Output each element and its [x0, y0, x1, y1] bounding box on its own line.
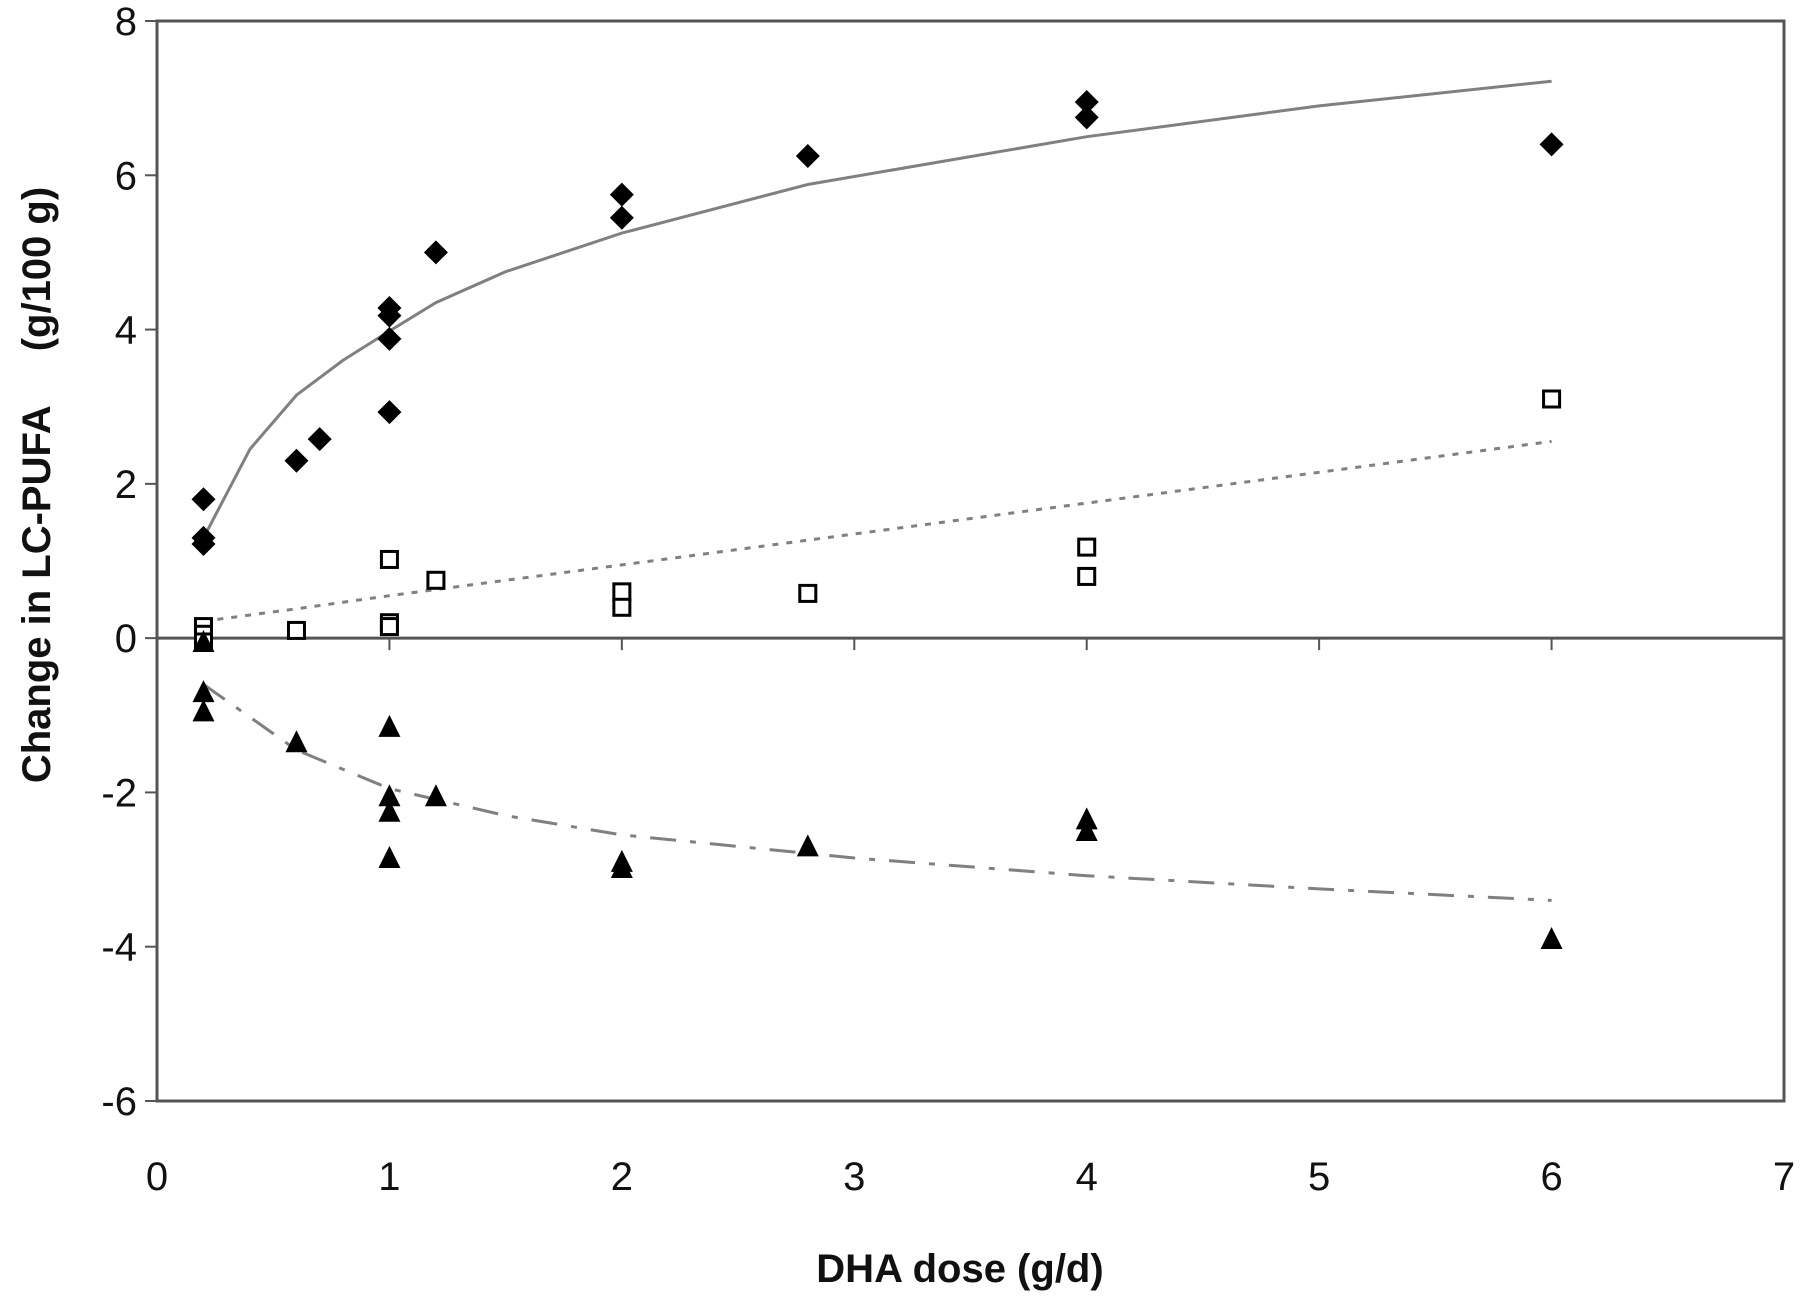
square-point: [379, 617, 399, 637]
x-tick-label: 1: [378, 1155, 400, 1199]
diamond-point: [609, 182, 634, 207]
x-tick-label: 0: [146, 1155, 168, 1199]
x-tick-label: 5: [1308, 1155, 1330, 1199]
diamond-point: [377, 400, 402, 425]
diamond-point: [377, 303, 402, 328]
triangle-point: [192, 699, 215, 722]
diamond-point: [191, 532, 216, 557]
square-point: [286, 620, 306, 640]
triangle-point: [378, 784, 401, 807]
y-tick-label: 8: [115, 0, 137, 44]
y-tick-label: -4: [101, 926, 137, 970]
triangle-point: [192, 680, 215, 703]
x-tick-label: 2: [611, 1155, 633, 1199]
triangle-point: [285, 730, 308, 753]
triangle-point: [610, 856, 633, 879]
y-tick-label: 2: [115, 463, 137, 507]
y-tick-label: 4: [115, 309, 137, 353]
triangle-point: [1075, 819, 1098, 841]
x-tick-label: 3: [843, 1155, 865, 1199]
square-point: [426, 570, 446, 590]
plot-border: [155, 19, 1786, 1103]
square-point: [1077, 537, 1097, 557]
diamond-point: [609, 205, 634, 230]
y-tick-label: -2: [101, 771, 137, 815]
x-axis-label: DHA dose (g/d): [816, 1247, 1103, 1291]
y-tick-label: 6: [115, 154, 137, 198]
square-point: [612, 597, 632, 617]
diamond-point: [377, 326, 402, 351]
x-tick-label: 6: [1540, 1155, 1562, 1199]
y-tick-label: 0: [115, 617, 137, 661]
diamond-point: [1074, 105, 1099, 130]
triangle-point: [378, 846, 401, 868]
diamond-point: [191, 487, 216, 512]
square-point: [1542, 389, 1562, 409]
x-tick-label: 7: [1773, 1155, 1795, 1199]
data-markers: [191, 90, 1564, 949]
triangle-point: [378, 799, 401, 822]
square-point: [379, 549, 399, 569]
diamond-point: [1074, 90, 1099, 114]
axis-ticks: 0 1 2 3 4 5 6 7 -6 -4 -2 0 2 4 6 8: [101, 0, 1795, 1199]
y-tick-label: -6: [101, 1080, 137, 1124]
diamond-point: [307, 427, 332, 452]
triangle-point: [796, 834, 819, 857]
triangle-point: [1075, 807, 1098, 830]
diamond-point: [423, 240, 448, 265]
triangle-point: [1540, 927, 1563, 949]
diamond-point: [1539, 132, 1564, 157]
diamond-point: [795, 144, 820, 168]
square-point: [798, 583, 818, 603]
triangle-point: [378, 714, 401, 737]
triangle-point: [192, 630, 215, 652]
trend-lines: [202, 79, 1552, 902]
triangle-point: [424, 784, 447, 807]
diamond-point: [284, 448, 309, 473]
series-triangle-trend-line: [202, 683, 1552, 902]
y-axis-label: Change in LC-PUFA (g/100 g): [15, 187, 59, 783]
series-diamond-trend-line: [202, 79, 1552, 539]
plot-area: [155, 19, 1786, 1103]
series-square-trend-line: [203, 439, 1552, 623]
square-point: [612, 582, 632, 602]
x-tick-label: 4: [1076, 1155, 1098, 1199]
square-point: [1077, 566, 1097, 586]
